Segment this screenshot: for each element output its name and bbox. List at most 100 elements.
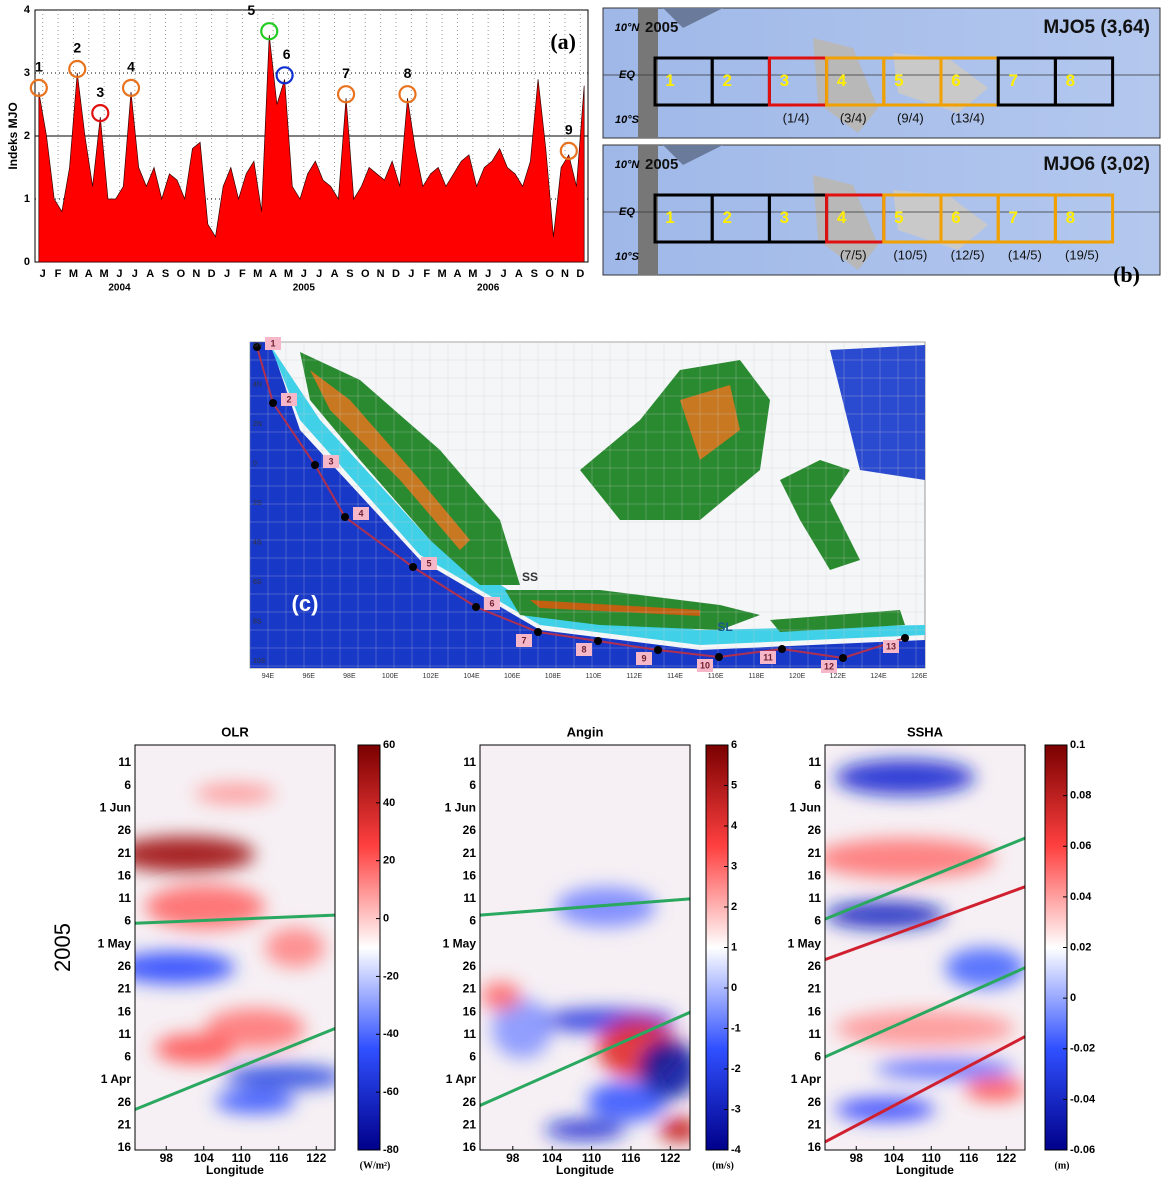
y-tick-label: 4 [24, 4, 31, 16]
colorbar-tick-label: -60 [383, 1086, 399, 1098]
date-label: 1 Apr [446, 1072, 477, 1086]
date-label: 16 [463, 1004, 477, 1018]
phase-number: 2 [722, 71, 731, 90]
date-label: 26 [118, 823, 132, 837]
transect-point [901, 634, 909, 642]
colorbar-tick-label: 3 [731, 860, 737, 872]
point-label: 2 [286, 394, 291, 404]
colorbar-unit: (m) [1055, 1160, 1070, 1171]
transect-point [715, 653, 723, 661]
date-label: 26 [808, 959, 822, 973]
x-axis-label: Longitude [206, 1163, 264, 1177]
colorbar-tick-label: -0.06 [1070, 1144, 1095, 1156]
x-tick-label: 98 [160, 1151, 174, 1165]
month-label: M [468, 268, 477, 280]
panel-label: (b) [1113, 262, 1140, 287]
date-label: 11 [463, 1027, 476, 1041]
colorbar-tick-label: 6 [731, 739, 737, 751]
date-label: 21 [118, 982, 132, 996]
month-label: D [208, 268, 216, 280]
colorbar-tick-label: -0.02 [1070, 1043, 1095, 1055]
date-label: 21 [118, 1118, 132, 1132]
date-label: 26 [118, 959, 132, 973]
anomaly [115, 836, 255, 872]
phase-date: (13/4) [951, 110, 985, 125]
x-tick-label: 122 [660, 1151, 680, 1165]
month-label: N [192, 268, 200, 280]
lon-label: 96E [302, 673, 315, 680]
month-label: A [269, 268, 277, 280]
colorbar-tick-label: 0.04 [1070, 891, 1092, 903]
date-label: 11 [808, 755, 821, 769]
date-label: 21 [463, 1118, 477, 1132]
phase-number: 6 [951, 71, 960, 90]
event-label: 2 [73, 40, 81, 56]
anomaly [875, 1059, 1015, 1079]
lat-label: EQ [619, 206, 635, 218]
anomaly [945, 948, 1025, 988]
month-label: O [177, 268, 186, 280]
date-label: 26 [463, 823, 477, 837]
lat-label: 2S [253, 500, 262, 507]
phase-date: (9/4) [897, 110, 924, 125]
point-label: 8 [581, 644, 586, 654]
x-axis-label: Longitude [556, 1163, 614, 1177]
date-label: 11 [463, 891, 476, 905]
lat-label: 10°S [615, 114, 640, 126]
lat-label: 10°N [615, 159, 641, 171]
phase-number: 8 [1066, 71, 1075, 90]
colorbar-tick-label: -4 [731, 1144, 742, 1156]
anomaly [965, 1077, 1025, 1101]
month-label: A [515, 268, 523, 280]
date-label: 21 [808, 846, 822, 860]
phase-number: 6 [951, 208, 960, 227]
year-label: 2005 [50, 923, 75, 972]
anomaly [155, 1034, 235, 1064]
colorbar-tick-label: 0 [1070, 992, 1076, 1004]
month-label: A [331, 268, 339, 280]
row-year: 2005 [645, 156, 678, 173]
date-label: 11 [463, 755, 476, 769]
month-label: O [545, 268, 554, 280]
phase-number: 5 [894, 71, 903, 90]
phase-number: 8 [1066, 208, 1075, 227]
point-label: 13 [886, 641, 896, 651]
anomaly [660, 1118, 700, 1142]
month-label: M [253, 268, 262, 280]
lon-label: 112E [626, 673, 642, 680]
lat-label: 10S [253, 658, 266, 665]
month-label: F [55, 268, 62, 280]
lat-label: 4S [253, 539, 262, 546]
month-label: J [224, 268, 230, 280]
point-label: 12 [824, 661, 834, 671]
anomaly [815, 838, 995, 878]
point-label: 11 [763, 652, 773, 662]
page: { "panel_a": {"type": "area", "ylabel": … [0, 0, 1163, 1183]
transect-point [269, 399, 277, 407]
month-label: D [576, 268, 584, 280]
row-year: 2005 [645, 19, 678, 36]
lat-label: EQ [619, 69, 635, 81]
year-label: 2006 [477, 283, 500, 294]
row-title: MJO5 (3,64) [1043, 17, 1150, 38]
lon-label: 100E [382, 673, 399, 680]
date-label: 6 [124, 778, 131, 792]
date-label: 16 [118, 868, 132, 882]
month-label: J [116, 268, 122, 280]
x-tick-label: 116 [959, 1151, 979, 1165]
date-label: 11 [118, 1027, 131, 1041]
lat-label: 6N [253, 342, 262, 349]
month-label: A [85, 268, 93, 280]
point-label: 10 [700, 660, 710, 670]
point-label: 6 [489, 598, 494, 608]
colorbar-unit: (m/s) [712, 1160, 734, 1171]
phase-date: (1/4) [783, 110, 810, 125]
date-label: 6 [124, 1050, 131, 1064]
colorbar-tick-label: 0 [383, 912, 389, 924]
date-label: 21 [463, 846, 477, 860]
colorbar-tick-label: 1 [731, 941, 737, 953]
date-label: 6 [469, 1050, 476, 1064]
x-tick-label: 122 [996, 1151, 1016, 1165]
lon-label: 98E [343, 673, 356, 680]
lon-label: 104E [463, 673, 480, 680]
